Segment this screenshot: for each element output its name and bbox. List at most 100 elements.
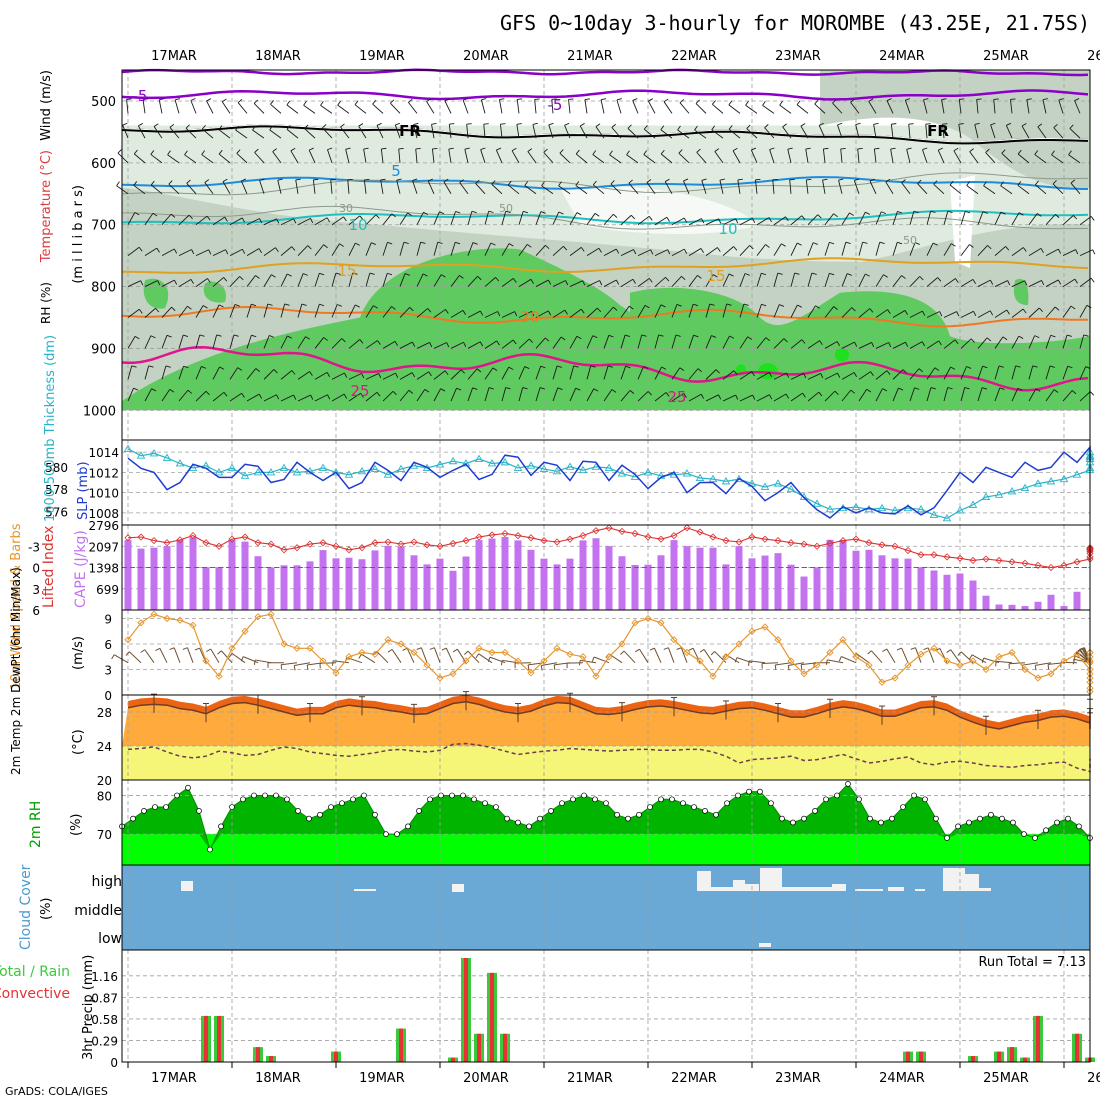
thickness-marker [513,463,523,471]
wind-barb [365,373,379,380]
precip-tick-label: 1.16 [91,970,118,984]
wind-barb-flag [369,272,375,275]
wind-barb-flag [440,274,446,278]
wind-barb [858,371,871,380]
wind-barb [722,370,735,380]
wind-barb [892,369,904,380]
wind-barb [467,341,481,349]
thickness-tick-label: 580 [45,461,68,475]
wind-barb-flag [576,335,582,340]
wind-barb [782,126,792,139]
rh2m-point [218,823,224,830]
contour-label: 10 [348,216,367,234]
wind-barb [637,391,649,402]
wind-barb-flag [796,100,801,105]
wind-barb [348,242,356,256]
wind-barb [263,274,272,287]
li-tick-label: 0 [32,562,40,576]
wind10m-barb-flag [946,649,951,653]
wind-barb-flag [275,247,279,253]
wind-barb [705,218,719,226]
thickness-marker [1020,483,1030,492]
wind-barb-flag [764,124,769,129]
wind-barb [259,180,265,194]
rh-contour-30 [121,172,1089,196]
precip-tick-label: 0.87 [91,991,118,1005]
wind-barb [552,336,562,349]
wind-barb-flag [849,212,854,216]
wind-barb [941,99,945,114]
wind-barb-flag [711,100,716,105]
wind-barb-flag [252,125,256,131]
wind-barb-flag [972,279,976,284]
wind-barb [688,393,702,402]
rh2m-point [603,800,609,807]
wind-barb-flag [1089,391,1095,396]
cape-bar [891,558,899,610]
wind-barb [822,148,826,163]
wind-barb [909,211,915,225]
wind-barb [552,309,566,318]
wind10m-barb [281,662,298,666]
wind-barb-flag [335,272,341,275]
wind-barb [787,149,792,163]
wind-barb [610,183,622,195]
wind-barb-flag [881,211,887,215]
wind-barb-flag [1017,387,1023,391]
wind-barb [818,125,826,139]
rh2m-point [262,792,268,799]
wind-barb [280,246,293,256]
wind-barb-flag [540,211,546,214]
wind-barb [340,126,350,139]
wind-barb [841,273,848,287]
wind-barb-flag [855,122,861,125]
wind-barb-flag [391,213,396,218]
wind-barb [739,394,753,402]
thickness-marker [500,457,510,466]
rh2m-point [1021,831,1027,837]
thickness-marker [760,482,770,490]
wind-barb [466,124,469,139]
rh2m-point [471,796,477,803]
wind-barb [431,124,435,139]
wind-barb-flag [563,246,568,251]
lifted-index-marker [982,555,990,563]
wind-barb [150,154,163,164]
wind-barb [348,304,356,318]
rh2m-point [790,819,796,826]
temp2m-fill [122,701,1090,746]
wind-barb [122,124,129,139]
wind-barb-flag [890,147,896,150]
wind-barb-flag [1070,179,1076,184]
wind-barb-flag [409,307,414,312]
wind-barb [413,124,418,139]
rh2m-point [889,815,895,822]
rh2m-point [999,815,1005,822]
wind-barb [133,185,146,195]
wind-barb [212,304,220,318]
rh2m-point [273,792,279,799]
wind10m-marker [969,657,977,665]
wind-barb-flag [291,370,296,375]
wind10m-marker [839,636,847,644]
cloud-patch [855,889,883,891]
lifted-index-marker [397,540,405,548]
wind-barb-flag [491,180,496,185]
wind-barb-flag [584,98,590,100]
wind-barb [773,304,780,318]
temp-tick-label: 24 [97,740,112,754]
wind-barb-flag [429,342,433,348]
wind10m-marker [670,636,678,644]
wind-barb-flag [560,336,566,341]
wind-barb [416,308,428,318]
thickness-marker [266,468,276,476]
wind-barb-flag [921,341,926,347]
wind-barb-flag [729,335,735,339]
wind10m-barb [243,656,259,664]
wind-barb [269,129,282,139]
cape-bar [540,558,548,610]
precip-bar-convective [217,1015,221,1062]
wind-barb-flag [955,278,959,283]
temp-contour-fr [121,124,1089,145]
